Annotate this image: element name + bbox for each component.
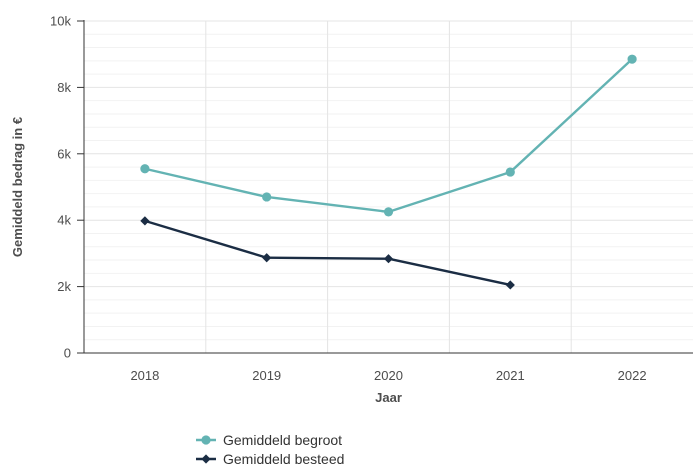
y-tick-label: 4k xyxy=(57,213,71,228)
grid-layer xyxy=(84,20,693,353)
legend-label: Gemiddeld besteed xyxy=(223,451,344,464)
series-layer xyxy=(140,54,637,290)
y-tick-label: 8k xyxy=(57,80,71,95)
legend-label: Gemiddeld begroot xyxy=(223,432,342,448)
data-point xyxy=(505,167,515,177)
legend-item-1[interactable]: Gemiddeld begroot xyxy=(196,432,342,448)
y-tick-label: 0 xyxy=(64,346,71,361)
data-point xyxy=(262,253,272,263)
x-tick-label: 2021 xyxy=(496,368,525,383)
data-point xyxy=(140,164,150,174)
legend-marker xyxy=(201,435,211,445)
x-tick-label: 2019 xyxy=(252,368,281,383)
y-tick-label: 2k xyxy=(57,279,71,294)
legend-marker xyxy=(201,454,211,464)
x-tick-label: 2022 xyxy=(618,368,647,383)
series-line xyxy=(143,57,634,214)
data-point xyxy=(627,54,637,64)
legend[interactable]: Gemiddeld begroot Gemiddeld besteed xyxy=(196,432,344,464)
y-tick-label: 6k xyxy=(57,146,71,161)
data-point xyxy=(383,254,394,264)
series-2 xyxy=(140,216,515,290)
y-axis-title: Gemiddeld bedrag in € xyxy=(10,117,25,257)
legend-item-2[interactable]: Gemiddeld besteed xyxy=(196,451,344,464)
x-tick-label: 2018 xyxy=(130,368,159,383)
data-point xyxy=(383,207,394,217)
y-tick-label: 10k xyxy=(50,14,71,29)
series-1 xyxy=(140,54,637,217)
data-point xyxy=(262,192,272,202)
series-line xyxy=(143,219,512,287)
x-axis-title: Jaar xyxy=(375,390,402,405)
data-point xyxy=(140,216,150,226)
axis-layer: 0 2k 4k 6k 8k 10k 2018 2019 2020 2021 2022 xyxy=(50,14,693,383)
x-tick-label: 2020 xyxy=(374,368,403,383)
data-point xyxy=(505,280,515,290)
